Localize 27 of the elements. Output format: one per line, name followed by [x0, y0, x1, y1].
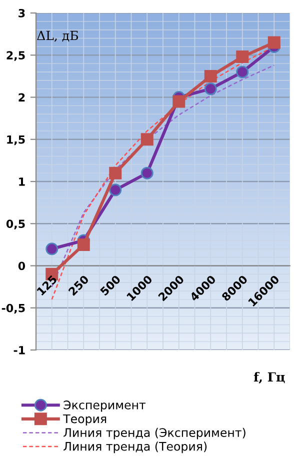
point	[236, 50, 249, 64]
y-tick-label: 2,5	[6, 51, 25, 61]
y-tick-label: -1	[14, 346, 25, 354]
point	[109, 184, 122, 196]
y-tick-label: 3	[18, 8, 25, 18]
y-tick-label: 0,5	[6, 220, 25, 230]
point	[46, 242, 58, 256]
point	[77, 238, 90, 251]
y-tick-label: 1,5	[7, 135, 25, 146]
legend-label: Линия тренда (Теория)	[64, 442, 207, 454]
legend-label: Эксперимент	[64, 400, 146, 412]
y-tick-label: -0,5	[2, 304, 25, 314]
legend-label: Линия тренда (Эксперимент)	[64, 428, 246, 440]
point	[172, 95, 186, 108]
point	[140, 166, 154, 180]
x-axis-title: f, Гц	[254, 372, 285, 384]
y-axis-title: ΔL, дБ	[37, 30, 78, 42]
legend-label: Теория	[63, 414, 106, 426]
point	[204, 82, 217, 96]
y-tick-label: 2	[18, 93, 25, 102]
point	[204, 70, 217, 82]
point	[236, 66, 249, 78]
point	[140, 133, 154, 146]
point	[109, 166, 122, 180]
point	[268, 36, 280, 49]
y-tick-label: 0	[18, 262, 26, 270]
y-tick-label: 1	[19, 178, 25, 186]
